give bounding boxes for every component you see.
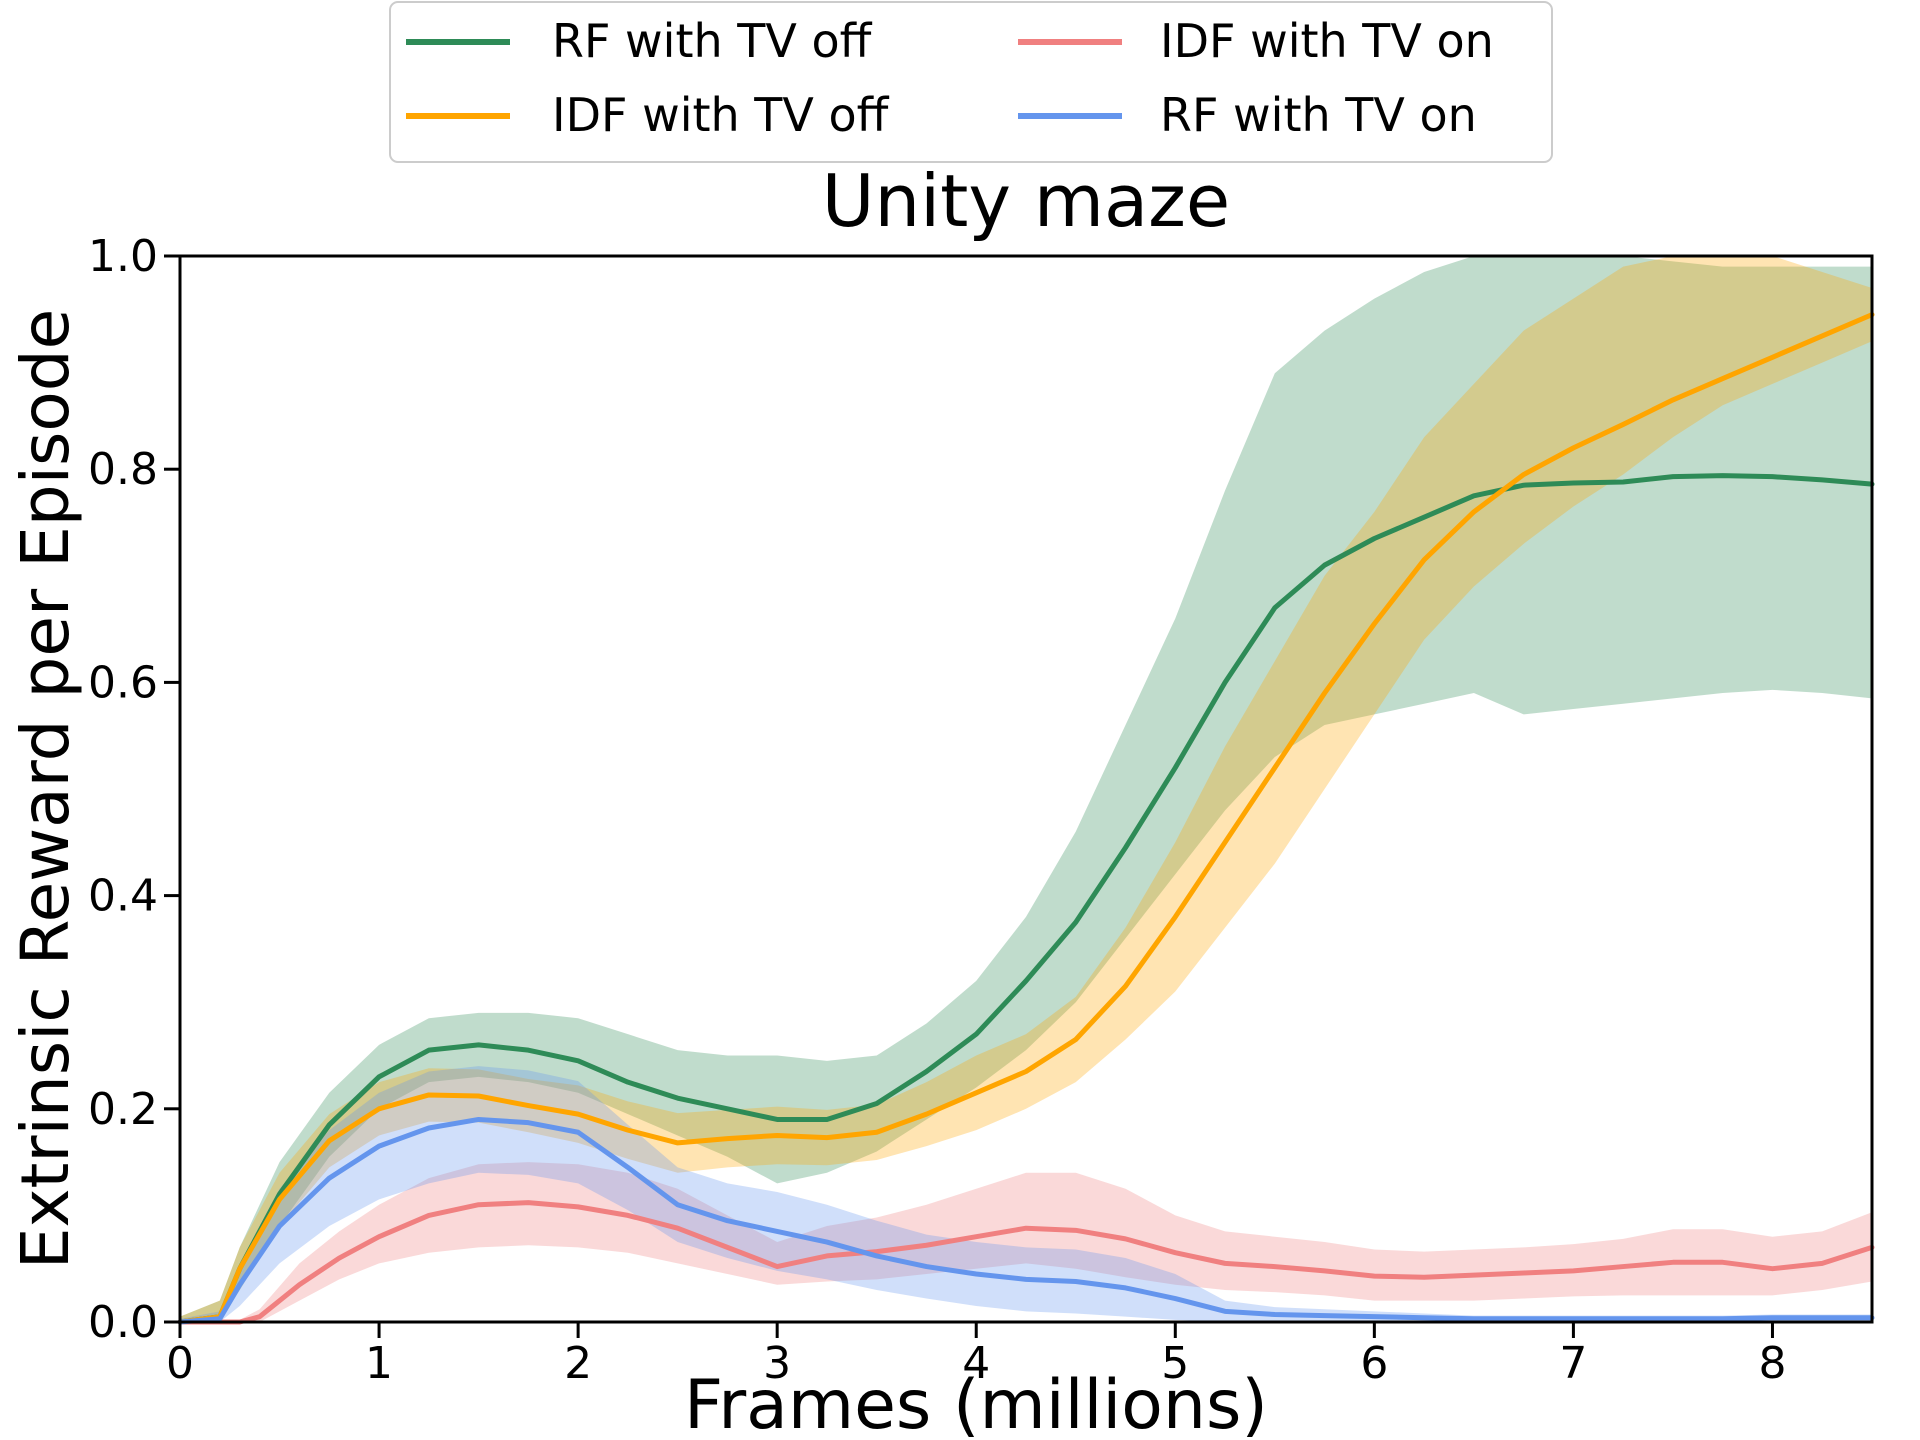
x-tick-label: 2: [564, 1338, 592, 1389]
x-tick-label: 8: [1758, 1338, 1786, 1389]
legend: RF with TV off IDF with TV off IDF with TV…: [389, 1, 1553, 163]
confidence-bands: [180, 256, 1872, 1322]
y-tick-label: 0.2: [88, 1084, 158, 1135]
chart-title: Unity maze: [822, 159, 1230, 243]
x-tick-label: 0: [166, 1338, 194, 1389]
x-tick-label: 6: [1360, 1338, 1388, 1389]
line-rf-with-tv-on: [177, 1116, 1875, 1325]
x-tick-label: 5: [1161, 1338, 1189, 1389]
x-axis-ticks: 0 1 2 3 4 5 6 7 8: [166, 1322, 1786, 1389]
legend-frame: [389, 1, 1553, 163]
x-axis-label: Frames (millions): [684, 1366, 1268, 1440]
y-axis-label: Extrinsic Reward per Episode: [7, 309, 84, 1270]
plot-frame: [178, 254, 1874, 1324]
legend-label-idf-with-tv-on: IDF with TV on: [1160, 14, 1494, 68]
y-tick-label: 0.8: [88, 444, 158, 495]
y-tick-label: 0.4: [88, 871, 158, 922]
y-axis-ticks: 0.0 0.2 0.4 0.6 0.8 1.0: [88, 231, 180, 1348]
x-tick-label: 3: [763, 1338, 791, 1389]
band-rf-with-tv-off: [180, 256, 1872, 1322]
y-tick-label: 1.0: [88, 231, 158, 282]
x-tick-label: 1: [365, 1338, 393, 1389]
legend-label-idf-with-tv-off: IDF with TV off: [552, 88, 890, 142]
line-rf-with-tv-off: [177, 473, 1875, 1325]
series-lines: [177, 312, 1875, 1325]
line-idf-with-tv-off: [177, 312, 1875, 1325]
line-idf-with-tv-on: [177, 1200, 1875, 1325]
legend-label-rf-with-tv-on: RF with TV on: [1160, 88, 1477, 142]
band-idf-with-tv-off: [180, 256, 1872, 1322]
band-rf-with-tv-on: [180, 1066, 1872, 1322]
band-idf-with-tv-on: [180, 1162, 1872, 1322]
legend-label-rf-with-tv-off: RF with TV off: [552, 14, 873, 68]
x-tick-label: 4: [962, 1338, 990, 1389]
x-tick-label: 7: [1559, 1338, 1587, 1389]
y-tick-label: 0.6: [88, 657, 158, 708]
y-tick-label: 0.0: [88, 1297, 158, 1348]
